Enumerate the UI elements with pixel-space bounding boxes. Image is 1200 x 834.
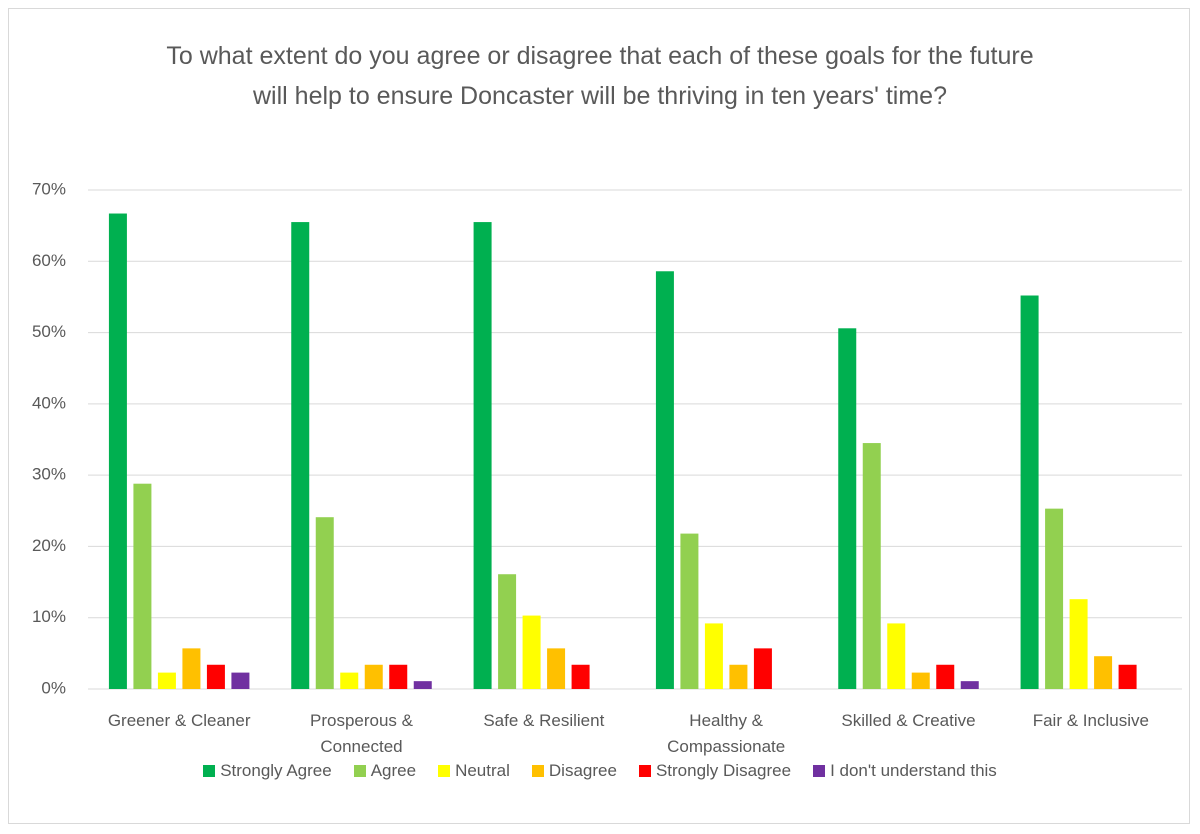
- bar: [315, 517, 334, 689]
- legend-label: Strongly Agree: [220, 761, 332, 780]
- legend-label: Strongly Disagree: [655, 761, 792, 780]
- bar: [704, 623, 723, 689]
- bar: [182, 648, 201, 689]
- y-tick-label: 70%: [32, 179, 66, 198]
- legend-label: Neutral: [455, 761, 510, 780]
- bar: [960, 681, 979, 689]
- x-tick-label: Healthy & Compassionate: [667, 711, 786, 756]
- legend-swatch: [531, 765, 544, 777]
- legend-label: Disagree: [548, 761, 617, 780]
- legend-label: I don't understand this: [830, 761, 997, 780]
- bar: [498, 574, 517, 689]
- y-tick-label: 30%: [32, 465, 66, 484]
- legend-item: Neutral: [438, 761, 510, 781]
- bar: [1094, 656, 1113, 689]
- bar: [680, 533, 699, 689]
- x-tick-label: Skilled & Creative: [841, 711, 976, 730]
- bar: [1069, 599, 1088, 689]
- bar: [1020, 295, 1039, 689]
- bar: [1045, 508, 1064, 689]
- chart-title: To what extent do you agree or disagree …: [166, 42, 1034, 110]
- legend-item: I don't understand this: [813, 761, 997, 781]
- y-tick-label: 0%: [41, 678, 66, 697]
- bar: [389, 664, 408, 689]
- bar: [157, 672, 176, 689]
- y-tick-label: 40%: [32, 393, 66, 412]
- bar: [413, 681, 432, 689]
- legend-item: Agree: [353, 761, 417, 781]
- legend-swatch: [203, 765, 216, 777]
- bar: [108, 213, 127, 689]
- bar: [838, 328, 857, 689]
- legend-swatch: [813, 765, 826, 777]
- bar: [1118, 664, 1137, 689]
- bar: [133, 483, 152, 689]
- bar: [862, 443, 881, 689]
- bar: [655, 271, 674, 689]
- bar: [911, 672, 930, 689]
- bar: [936, 664, 955, 689]
- legend: Strongly Agree Agree Neutral Disagree Strong…: [0, 761, 1200, 781]
- legend-item: Strongly Agree: [203, 761, 332, 781]
- bar: [729, 664, 748, 689]
- bar: [547, 648, 566, 689]
- legend-item: Strongly Disagree: [638, 761, 792, 781]
- chart-frame: [8, 8, 1190, 824]
- bar: [473, 222, 492, 690]
- bar: [206, 664, 225, 689]
- y-tick-label: 60%: [32, 251, 66, 270]
- bar: [364, 664, 383, 689]
- legend-label: Agree: [370, 761, 417, 780]
- legend-swatch: [438, 765, 451, 777]
- y-tick-label: 10%: [32, 607, 66, 626]
- bar: [340, 672, 359, 689]
- x-tick-label: Prosperous & Connected: [310, 711, 413, 756]
- legend-swatch: [353, 765, 366, 777]
- y-tick-label: 50%: [32, 322, 66, 341]
- bar: [291, 222, 310, 690]
- bar: [522, 615, 541, 689]
- bar: [231, 672, 250, 689]
- x-tick-label: Fair & Inclusive: [1032, 711, 1149, 730]
- bar: [571, 664, 590, 689]
- bar: [887, 623, 906, 689]
- bar: [753, 648, 772, 689]
- legend-swatch: [638, 765, 651, 777]
- legend-item: Disagree: [531, 761, 617, 781]
- x-tick-label: Greener & Cleaner: [107, 711, 251, 730]
- y-tick-label: 20%: [32, 536, 66, 555]
- x-tick-label: Safe & Resilient: [483, 711, 605, 730]
